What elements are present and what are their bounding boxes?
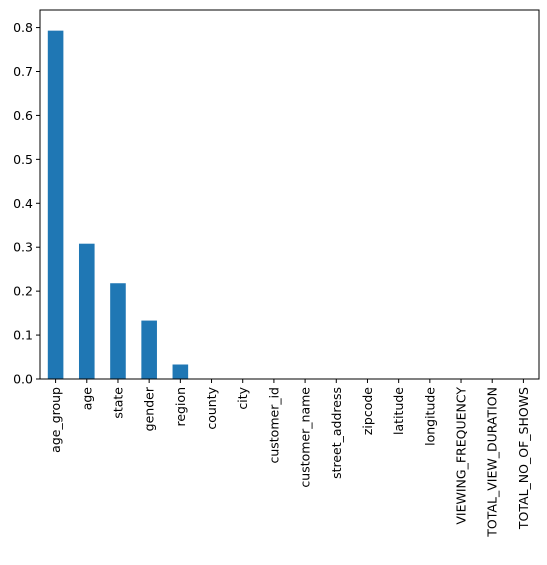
x-tick-label-TOTAL_NO_OF_SHOWS: TOTAL_NO_OF_SHOWS [516,387,531,530]
x-tick-label-latitude: latitude [391,387,406,435]
y-tick-label: 0.2 [13,284,33,299]
x-tick-label-customer_name: customer_name [298,387,313,488]
x-tick-label-customer_id: customer_id [266,387,281,464]
y-axis: 0.0 0.1 0.2 0.3 0.4 0.5 0.6 0.7 0.8 [13,20,40,387]
x-tick-label-street_address: street_address [329,387,344,479]
plot-frame [39,9,540,380]
bar-gender [141,320,157,379]
y-tick-label: 0.1 [13,328,33,343]
y-tick-label: 0.5 [13,152,33,167]
x-tick-label-age: age [79,387,94,411]
x-tick-label-TOTAL_VIEW_DURATION: TOTAL_VIEW_DURATION [485,387,500,538]
x-tick-label-county: county [204,386,219,429]
bar-state [110,283,126,379]
x-tick-label-longitude: longitude [422,387,437,446]
bar-age_group [47,30,64,380]
y-tick-label: 0.6 [13,108,33,123]
y-tick-label: 0.8 [13,20,33,35]
bar-region [172,364,189,379]
x-tick-label-gender: gender [142,386,157,431]
y-tick-label: 0.4 [13,196,33,211]
x-axis: age_group age state gender region county city c… [48,379,531,538]
bar-age [78,243,95,379]
y-tick-label: 0.0 [13,372,33,387]
x-tick-label-age_group: age_group [48,387,63,453]
x-tick-label-state: state [110,387,125,419]
bars-group [47,30,189,380]
x-tick-label-city: city [235,386,250,409]
x-tick-label-region: region [173,387,188,427]
y-tick-label: 0.3 [13,240,33,255]
x-tick-label-VIEWING_FREQUENCY: VIEWING_FREQUENCY [454,387,469,525]
y-tick-label: 0.7 [13,64,33,79]
x-tick-label-zipcode: zipcode [360,387,375,435]
